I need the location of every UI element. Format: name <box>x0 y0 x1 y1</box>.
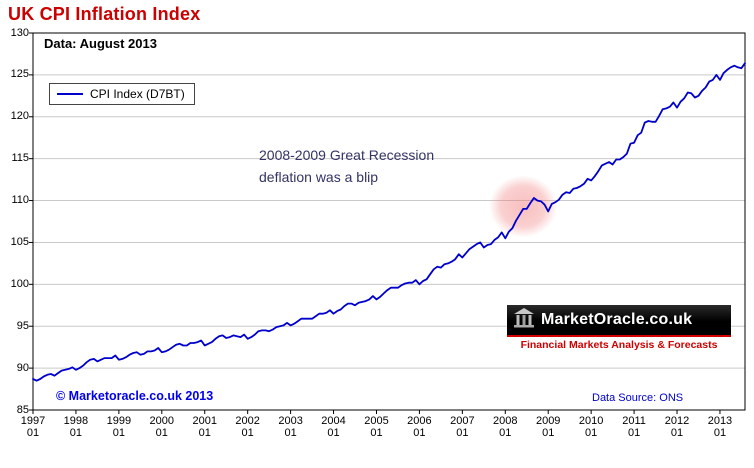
y-tick-label: 110 <box>11 194 29 207</box>
y-tick-label: 105 <box>10 235 29 248</box>
copyright-text: © Marketoracle.co.uk 2013 <box>56 389 214 403</box>
logo-banner: MarketOracle.co.uk <box>507 305 731 335</box>
cpi-series-line <box>32 62 746 382</box>
y-tick-label: 100 <box>10 277 29 290</box>
x-tick-label: 2012 01 <box>664 415 690 439</box>
recession-highlight-circle <box>489 175 558 238</box>
x-tick-label: 2004 01 <box>321 415 346 439</box>
recession-annotation: 2008-2009 Great Recession deflation was … <box>259 144 434 188</box>
y-tick-label: 120 <box>10 110 29 123</box>
logo-subtitle: Financial Markets Analysis & Forecasts <box>520 339 718 351</box>
legend-label: CPI Index (D7BT) <box>90 87 185 101</box>
y-tick-label: 95 <box>16 319 29 332</box>
legend-line-sample <box>57 93 83 95</box>
x-tick-label: 2002 01 <box>235 415 260 439</box>
axis-ticks <box>29 32 721 414</box>
marketoracle-logo: MarketOracle.co.uk Financial Markets Ana… <box>507 305 731 351</box>
x-tick-label: 2010 01 <box>578 415 604 439</box>
data-source-text: Data Source: ONS <box>592 392 684 404</box>
plot-border <box>32 32 746 411</box>
x-tick-label: 1998 01 <box>63 415 89 439</box>
y-tick-label: 130 <box>10 26 29 39</box>
x-tick-label: 2011 01 <box>622 415 646 439</box>
columns-icon <box>513 307 535 333</box>
x-tick-label: 2013 01 <box>707 415 733 439</box>
y-tick-label: 85 <box>16 403 29 416</box>
annotation-line-1: 2008-2009 Great Recession <box>259 147 435 163</box>
x-tick-label: 2000 01 <box>149 415 175 439</box>
logo-divider <box>507 335 731 337</box>
page-title: UK CPI Inflation Index <box>8 4 201 24</box>
data-date-label: Data: August 2013 <box>44 36 157 51</box>
x-tick-label: 2009 01 <box>535 415 561 439</box>
x-tick-label: 2006 01 <box>407 415 432 439</box>
x-tick-label: 2007 01 <box>450 415 475 439</box>
x-tick-label: 2008 01 <box>493 415 518 439</box>
x-tick-label: 2001 01 <box>192 415 217 439</box>
y-tick-label: 90 <box>16 361 29 374</box>
y-tick-label: 115 <box>11 152 29 165</box>
logo-title: MarketOracle.co.uk <box>541 311 693 328</box>
y-tick-label: 125 <box>10 68 29 81</box>
annotation-line-2: deflation was a blip <box>259 169 379 185</box>
x-tick-label: 2003 01 <box>278 415 303 439</box>
gridlines <box>33 74 745 369</box>
x-tick-label: 2005 01 <box>364 415 389 439</box>
legend-box: CPI Index (D7BT) <box>49 83 195 105</box>
x-tick-label: 1999 01 <box>106 415 132 439</box>
x-tick-label: 1997 01 <box>20 415 46 439</box>
